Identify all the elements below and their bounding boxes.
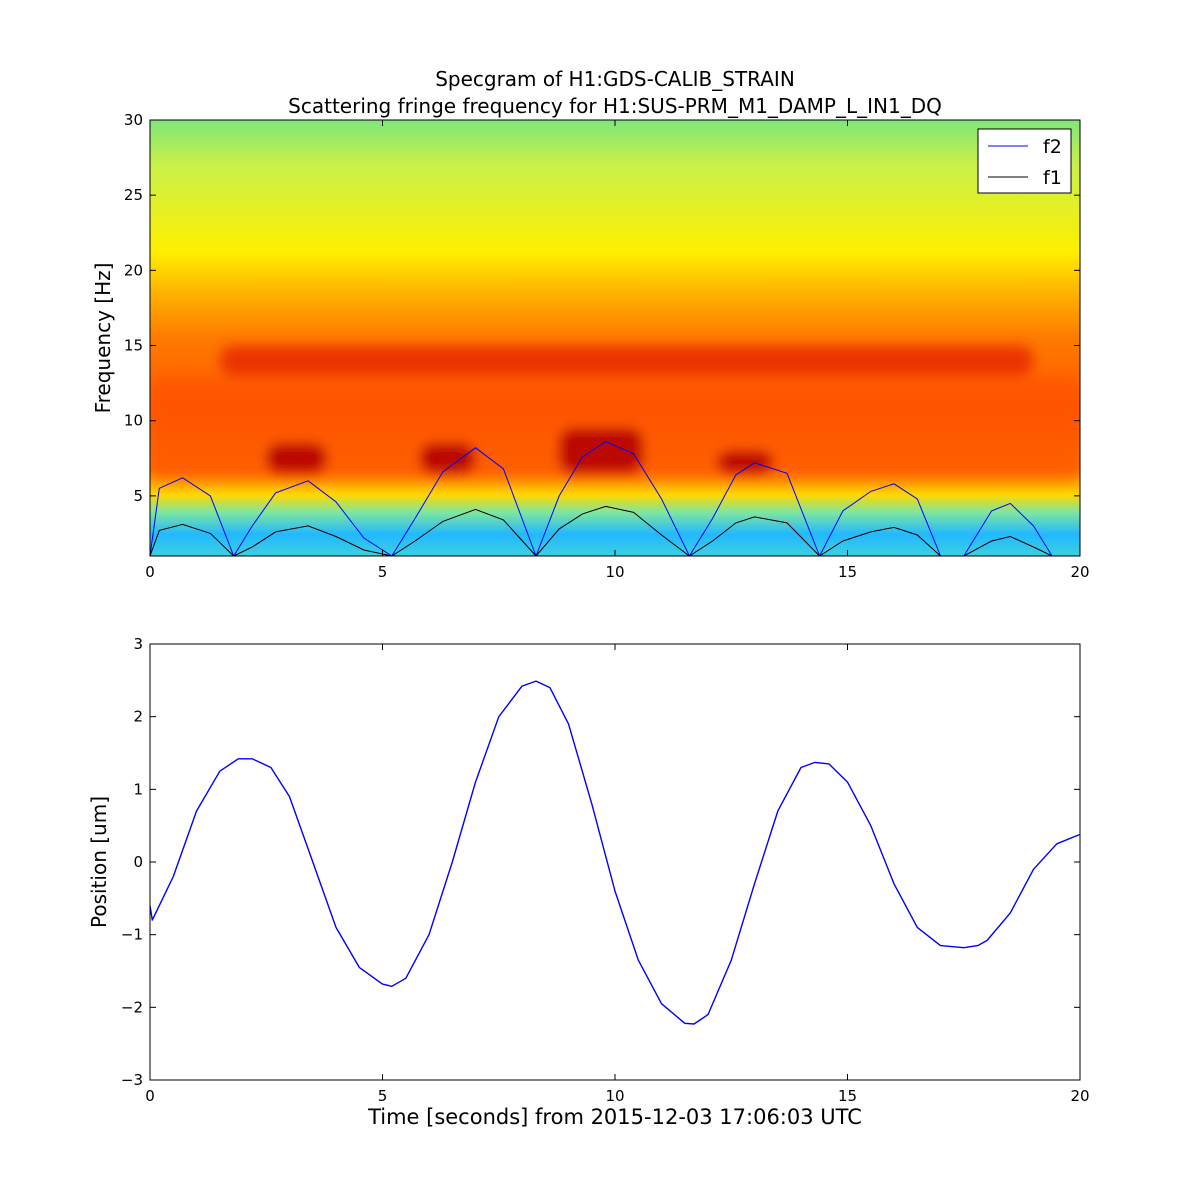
legend-f2-label: f2	[1043, 136, 1062, 158]
spectrogram-heatmap	[150, 120, 1080, 556]
heatmap-region	[419, 443, 476, 474]
heatmap-region	[717, 450, 774, 474]
legend-f1-label: f1	[1043, 167, 1062, 189]
y-tick-label: 0	[133, 853, 143, 871]
y-tick-label: 10	[124, 412, 143, 430]
x-tick-label: 5	[378, 1087, 388, 1105]
x-tick-label: 20	[1070, 1087, 1089, 1105]
y-tick-label: 30	[124, 111, 143, 129]
y-tick-label: 5	[133, 487, 143, 505]
series-line-f1	[150, 505, 1053, 556]
y-tick-label: 15	[124, 337, 143, 355]
y-tick-label: 20	[124, 261, 143, 279]
y-axis-label: Frequency [Hz]	[91, 263, 115, 414]
position-line	[150, 680, 1080, 1025]
x-tick-label: 20	[1070, 563, 1089, 581]
chart-title: Specgram of H1:GDS-CALIB_STRAIN	[435, 67, 795, 91]
heatmap-region	[219, 345, 1034, 376]
x-tick-label: 10	[605, 563, 624, 581]
y-axis-label: Position [um]	[87, 796, 111, 928]
position-panel: 0 5 10 15 20 −3 −2 −1 0 1 2 3 Position [um] Time [s…	[87, 635, 1090, 1129]
y-tick-label: −3	[121, 1071, 143, 1089]
x-tick-label: 0	[145, 1087, 155, 1105]
y-tick-label: −2	[121, 998, 143, 1016]
legend: f2 f1	[977, 128, 1072, 194]
x-axis-label: Time [seconds] from 2015-12-03 17:06:03 …	[367, 1105, 862, 1129]
x-tick-label: 15	[838, 563, 857, 581]
legend-box	[977, 128, 1072, 194]
heatmap-region	[559, 428, 643, 474]
heatmap-region	[266, 443, 327, 474]
series-line-f2	[150, 441, 1053, 556]
y-tick-label: 2	[133, 708, 143, 726]
spectrogram-panel: Specgram of H1:GDS-CALIB_STRAIN Scatteri…	[91, 67, 1090, 581]
x-tick-label: 10	[605, 1087, 624, 1105]
x-tick-label: 0	[145, 563, 155, 581]
x-tick-label: 15	[838, 1087, 857, 1105]
plot-area	[150, 644, 1080, 1080]
y-tick-label: 1	[133, 780, 143, 798]
y-tick-label: 25	[124, 186, 143, 204]
chart-subtitle: Scattering fringe frequency for H1:SUS-P…	[288, 94, 942, 118]
y-tick-label: 3	[133, 635, 143, 653]
x-tick-label: 5	[378, 563, 388, 581]
y-tick-label: −1	[121, 926, 143, 944]
